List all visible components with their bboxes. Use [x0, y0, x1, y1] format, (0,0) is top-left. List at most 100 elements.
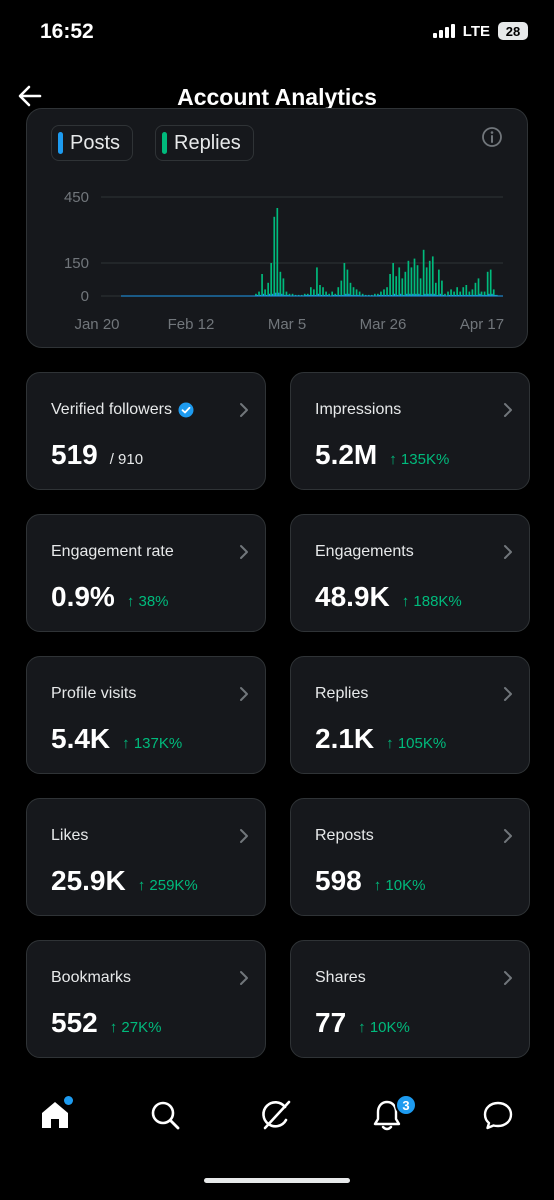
- info-icon[interactable]: [481, 126, 503, 148]
- card-value: 48.9K: [315, 581, 390, 612]
- home-indicator: [204, 1178, 350, 1183]
- card-likes[interactable]: Likes 25.9K ↑ 259K%: [26, 798, 266, 916]
- posts-bar: [488, 293, 490, 296]
- replies-bar: [264, 289, 266, 296]
- replies-bar: [300, 294, 303, 296]
- chevron-right-icon: [504, 971, 512, 985]
- y-tick-label: 450: [64, 189, 89, 206]
- replies-bar: [267, 282, 269, 296]
- replies-bar: [291, 293, 294, 296]
- card-engagements[interactable]: Engagements 48.9K ↑ 188K%: [290, 514, 530, 632]
- replies-bar: [377, 293, 379, 296]
- posts-swatch: [58, 132, 63, 154]
- posts-bar: [387, 294, 390, 296]
- replies-swatch: [162, 132, 167, 154]
- card-value: 0.9%: [51, 581, 115, 612]
- card-label-text: Impressions: [315, 401, 402, 418]
- posts-bar: [320, 294, 323, 296]
- posts-bar: [357, 294, 359, 296]
- card-engagement-rate[interactable]: Engagement rate 0.9% ↑ 38%: [26, 514, 266, 632]
- card-label-text: Engagement rate: [51, 543, 174, 560]
- replies-bar: [380, 291, 382, 296]
- card-total: / 910: [109, 451, 144, 468]
- posts-bar: [284, 294, 286, 296]
- card-value: 598: [315, 865, 362, 896]
- posts-bar: [464, 294, 466, 296]
- replies-bar: [395, 276, 398, 296]
- replies-bar: [383, 289, 385, 296]
- replies-bar: [389, 274, 391, 296]
- y-tick-label: 150: [64, 255, 89, 272]
- posts-bar: [311, 294, 313, 296]
- page-title: Account Analytics: [177, 84, 377, 110]
- card-value: 25.9K: [51, 865, 126, 896]
- posts-bar: [342, 294, 344, 296]
- replies-bar: [431, 256, 434, 296]
- back-arrow-icon[interactable]: [14, 80, 46, 112]
- card-label: Profile visits: [51, 685, 136, 703]
- card-profile-visits[interactable]: Profile visits 5.4K ↑ 137K%: [26, 656, 266, 774]
- replies-bar: [288, 293, 291, 296]
- replies-bar: [486, 271, 489, 296]
- card-value: 2.1K: [315, 723, 375, 754]
- replies-bar: [328, 293, 330, 296]
- card-value-row: 77 ↑ 10K%: [315, 1007, 410, 1039]
- replies-bar: [374, 293, 376, 296]
- posts-bar: [278, 292, 280, 296]
- replies-bar: [398, 267, 401, 296]
- signal-icon: [432, 24, 455, 38]
- posts-bar: [409, 293, 411, 296]
- card-impressions[interactable]: Impressions 5.2M ↑ 135K%: [290, 372, 530, 490]
- card-bookmarks[interactable]: Bookmarks 552 ↑ 27K%: [26, 940, 266, 1058]
- replies-bar: [404, 271, 407, 296]
- posts-bar: [287, 294, 289, 296]
- home-unread-dot: [64, 1096, 73, 1105]
- legend-replies[interactable]: Replies: [155, 125, 254, 161]
- chart-card: 450 150 0 Jan 20 Feb 12 Mar 5 Mar 26 Apr 17 Pos…: [26, 108, 528, 348]
- replies-bar: [273, 216, 276, 296]
- posts-bar: [351, 294, 353, 296]
- card-verified-followers[interactable]: Verified followers 519 / 910: [26, 372, 266, 490]
- posts-bar: [339, 294, 341, 296]
- card-label: Reposts: [315, 827, 374, 845]
- chevron-right-icon: [240, 403, 248, 417]
- replies-bar: [401, 278, 404, 296]
- notifications-icon[interactable]: [370, 1098, 404, 1132]
- legend-posts[interactable]: Posts: [51, 125, 134, 161]
- replies-bar: [392, 263, 394, 296]
- posts-bar: [412, 293, 414, 296]
- posts-bar: [467, 294, 469, 296]
- x-tick-label: Mar 5: [268, 316, 306, 333]
- messages-icon[interactable]: [481, 1098, 515, 1132]
- posts-bar: [439, 293, 441, 296]
- card-label: Shares: [315, 969, 366, 987]
- posts-bar: [390, 294, 393, 296]
- grok-icon[interactable]: [259, 1098, 293, 1132]
- chevron-right-icon: [504, 687, 512, 701]
- replies-bar: [459, 291, 462, 296]
- chevron-right-icon: [240, 545, 248, 559]
- replies-bar: [358, 291, 361, 296]
- replies-bar: [282, 278, 285, 296]
- replies-bar: [477, 278, 480, 296]
- replies-bar: [416, 265, 419, 296]
- card-reposts[interactable]: Reposts 598 ↑ 10K%: [290, 798, 530, 916]
- replies-bar: [413, 258, 416, 296]
- card-value-row: 48.9K ↑ 188K%: [315, 581, 462, 613]
- card-replies[interactable]: Replies 2.1K ↑ 105K%: [290, 656, 530, 774]
- card-value-row: 25.9K ↑ 259K%: [51, 865, 198, 897]
- replies-bar: [489, 269, 492, 296]
- posts-bar: [451, 294, 454, 296]
- chevron-right-icon: [240, 971, 248, 985]
- posts-bar: [384, 294, 387, 296]
- card-change: ↑ 105K%: [386, 735, 447, 752]
- battery-icon: 28: [498, 22, 528, 40]
- card-shares[interactable]: Shares 77 ↑ 10K%: [290, 940, 530, 1058]
- posts-bar: [381, 294, 384, 296]
- home-icon[interactable]: [38, 1098, 72, 1132]
- search-icon[interactable]: [148, 1098, 182, 1132]
- card-label: Verified followers: [51, 401, 194, 419]
- replies-bar: [462, 287, 465, 296]
- posts-bar: [345, 293, 347, 296]
- posts-bar: [479, 293, 481, 296]
